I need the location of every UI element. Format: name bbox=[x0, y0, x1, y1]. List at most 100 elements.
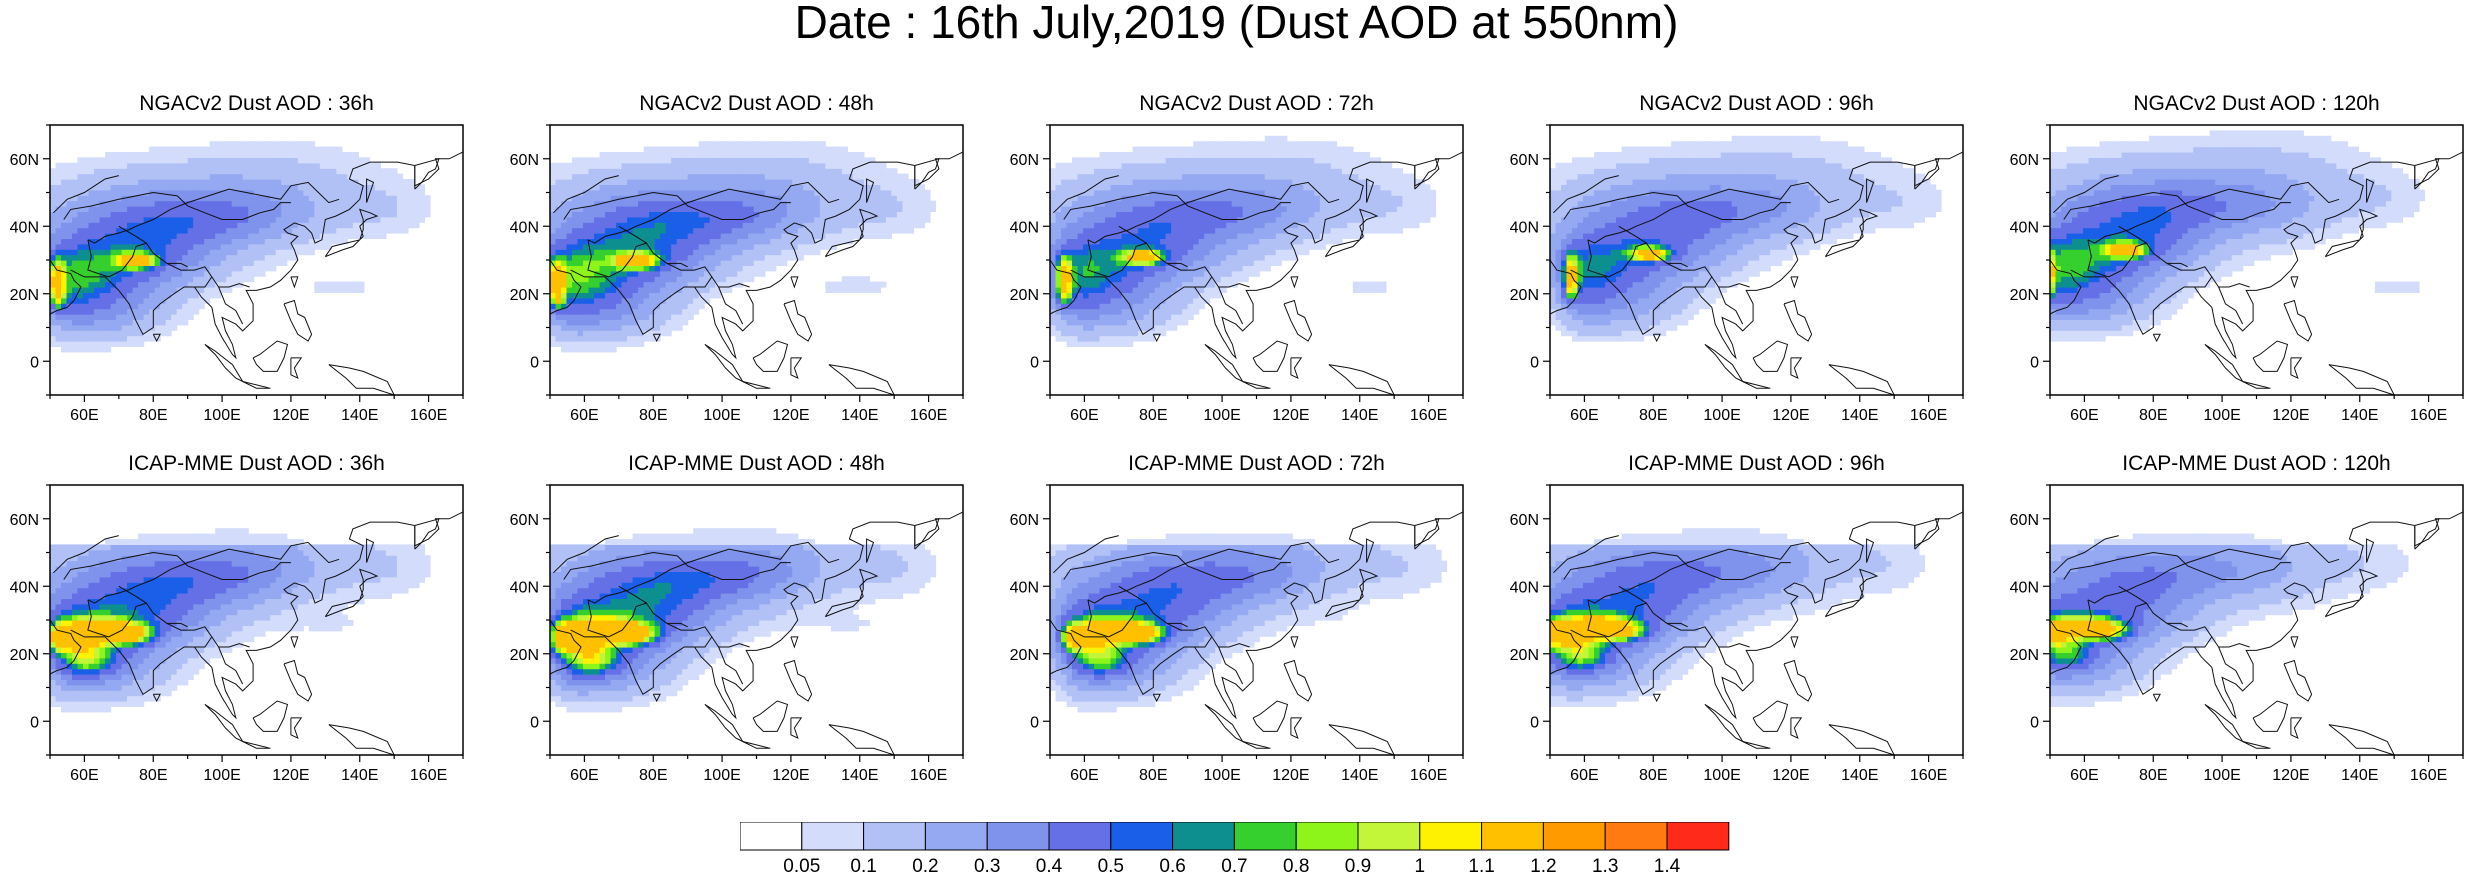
lon-tick-label: 100E bbox=[1203, 767, 1240, 784]
lat-tick-label: 20N bbox=[1510, 287, 1539, 304]
lat-tick-label: 20N bbox=[1010, 287, 1039, 304]
colorbar-swatch bbox=[1173, 822, 1235, 850]
lon-tick-label: 60E bbox=[70, 767, 98, 784]
lon-tick-label: 160E bbox=[410, 767, 447, 784]
lon-tick-label: 100E bbox=[203, 407, 240, 424]
colorbar-swatch bbox=[1420, 822, 1482, 850]
lon-tick-label: 120E bbox=[2272, 767, 2309, 784]
lon-tick-label: 80E bbox=[1139, 767, 1167, 784]
dust-field bbox=[550, 528, 936, 712]
colorbar-swatch bbox=[1234, 822, 1296, 850]
lon-tick-label: 160E bbox=[1910, 767, 1947, 784]
lat-tick-label: 60N bbox=[2010, 512, 2039, 529]
lon-tick-label: 80E bbox=[2139, 767, 2167, 784]
lon-tick-label: 160E bbox=[1910, 407, 1947, 424]
lon-tick-label: 100E bbox=[203, 767, 240, 784]
colorbar-swatch bbox=[740, 822, 802, 850]
lon-tick-label: 80E bbox=[139, 767, 167, 784]
panel-title: ICAP-MME Dust AOD : 48h bbox=[550, 452, 963, 476]
lon-tick-label: 160E bbox=[910, 767, 947, 784]
lat-tick-label: 40N bbox=[1510, 579, 1539, 596]
lat-tick-label: 60N bbox=[1010, 152, 1039, 169]
lat-tick-label: 40N bbox=[2010, 579, 2039, 596]
panel-title: ICAP-MME Dust AOD : 120h bbox=[2050, 452, 2463, 476]
lat-tick-label: 20N bbox=[2010, 287, 2039, 304]
lat-tick-label: 40N bbox=[1010, 219, 1039, 236]
dust-field bbox=[1050, 136, 1436, 347]
lat-tick-label: 0 bbox=[1030, 714, 1039, 731]
lat-tick-label: 0 bbox=[530, 714, 539, 731]
lat-tick-label: 40N bbox=[510, 219, 539, 236]
lon-tick-label: 140E bbox=[841, 407, 878, 424]
panel-title: NGACv2 Dust AOD : 96h bbox=[1550, 92, 1963, 116]
figure-title: Date : 16th July,2019 (Dust AOD at 550nm… bbox=[0, 0, 2473, 50]
lat-tick-label: 20N bbox=[1510, 647, 1539, 664]
colorbar-swatch bbox=[864, 822, 926, 850]
lon-tick-label: 80E bbox=[1639, 407, 1667, 424]
lon-tick-label: 160E bbox=[1410, 407, 1447, 424]
panel-title: NGACv2 Dust AOD : 120h bbox=[2050, 92, 2463, 116]
lat-tick-label: 60N bbox=[510, 512, 539, 529]
lon-tick-label: 60E bbox=[570, 767, 598, 784]
colorbar-swatch bbox=[1482, 822, 1544, 850]
lon-tick-label: 100E bbox=[1203, 407, 1240, 424]
lon-tick-label: 140E bbox=[1841, 407, 1878, 424]
lat-tick-label: 60N bbox=[1510, 152, 1539, 169]
panel-title: ICAP-MME Dust AOD : 72h bbox=[1050, 452, 1463, 476]
lon-tick-label: 80E bbox=[1139, 407, 1167, 424]
panel-title: NGACv2 Dust AOD : 48h bbox=[550, 92, 963, 116]
lon-tick-label: 160E bbox=[2410, 407, 2447, 424]
lon-tick-label: 140E bbox=[2341, 407, 2378, 424]
lon-tick-label: 120E bbox=[272, 767, 309, 784]
lon-tick-label: 60E bbox=[2070, 767, 2098, 784]
lat-tick-label: 40N bbox=[2010, 219, 2039, 236]
lat-tick-label: 60N bbox=[510, 152, 539, 169]
lon-tick-label: 100E bbox=[1703, 767, 1740, 784]
lon-tick-label: 140E bbox=[341, 407, 378, 424]
lat-tick-label: 20N bbox=[510, 287, 539, 304]
panel-title: NGACv2 Dust AOD : 72h bbox=[1050, 92, 1463, 116]
lat-tick-label: 0 bbox=[30, 714, 39, 731]
colorbar-swatch bbox=[1358, 822, 1420, 850]
colorbar-swatch bbox=[1605, 822, 1667, 850]
lat-tick-label: 60N bbox=[1510, 512, 1539, 529]
lon-tick-label: 120E bbox=[1772, 767, 1809, 784]
lon-tick-label: 160E bbox=[910, 407, 947, 424]
panel-title: ICAP-MME Dust AOD : 36h bbox=[50, 452, 463, 476]
colorbar-swatch bbox=[1111, 822, 1173, 850]
lon-tick-label: 80E bbox=[639, 767, 667, 784]
lon-tick-label: 160E bbox=[2410, 767, 2447, 784]
lat-tick-label: 40N bbox=[510, 579, 539, 596]
lat-tick-label: 20N bbox=[1010, 647, 1039, 664]
lon-tick-label: 120E bbox=[772, 767, 809, 784]
lat-tick-label: 40N bbox=[10, 219, 39, 236]
lon-tick-label: 100E bbox=[2203, 407, 2240, 424]
lon-tick-label: 120E bbox=[2272, 407, 2309, 424]
lat-tick-label: 20N bbox=[10, 647, 39, 664]
panel-title: ICAP-MME Dust AOD : 96h bbox=[1550, 452, 1963, 476]
colorbar-swatch bbox=[1667, 822, 1729, 850]
lon-tick-label: 80E bbox=[1639, 767, 1667, 784]
lat-tick-label: 60N bbox=[2010, 152, 2039, 169]
lat-tick-label: 20N bbox=[2010, 647, 2039, 664]
lat-tick-label: 40N bbox=[1510, 219, 1539, 236]
colorbar-swatch bbox=[1049, 822, 1111, 850]
lat-tick-label: 60N bbox=[1010, 512, 1039, 529]
lon-tick-label: 140E bbox=[341, 767, 378, 784]
